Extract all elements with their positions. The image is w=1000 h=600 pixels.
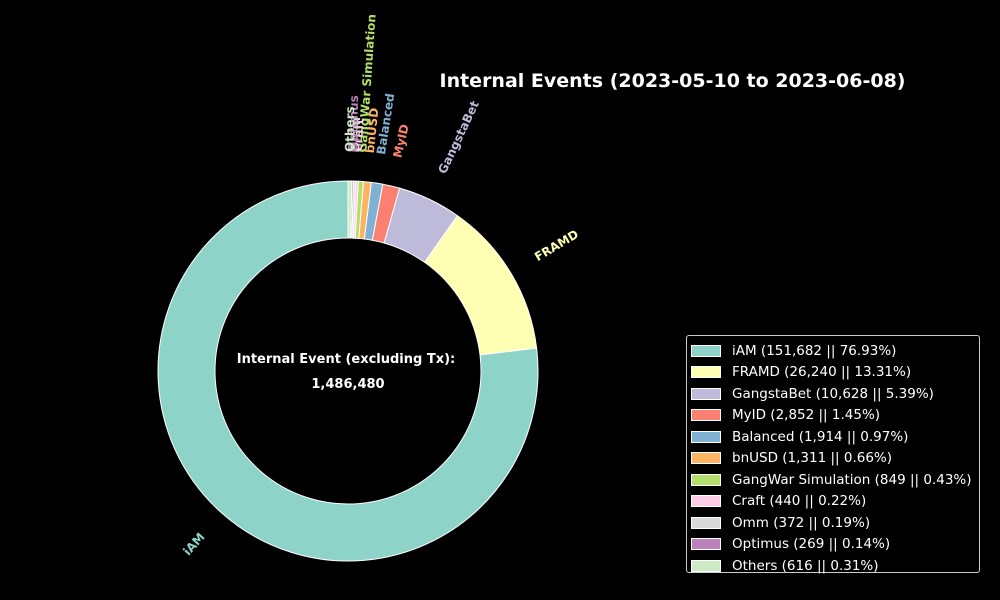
legend-item-balanced: Balanced (1,914 || 0.97%) (691, 426, 979, 448)
legend-swatch (691, 495, 721, 508)
legend-swatch (691, 366, 721, 379)
legend-swatch (691, 409, 721, 422)
legend-label: Omm (372 || 0.19%) (732, 514, 871, 531)
slice-label-gangstabet: GangstaBet (435, 98, 482, 176)
legend-swatch (691, 473, 721, 486)
chart-legend: iAM (151,682 || 76.93%) FRAMD (26,240 || … (686, 335, 980, 574)
legend-item-craft: Craft (440 || 0.22%) (691, 491, 979, 513)
legend-item-myid: MyID (2,852 || 1.45%) (691, 405, 979, 427)
legend-item-bnusd: bnUSD (1,311 || 0.66%) (691, 448, 979, 470)
legend-item-gangwar-simulation: GangWar Simulation (849 || 0.43%) (691, 469, 979, 491)
slice-label-myid: MyID (390, 123, 411, 160)
legend-label: Craft (440 || 0.22%) (732, 493, 867, 510)
donut-slices (157, 180, 539, 562)
legend-label: Balanced (1,914 || 0.97%) (732, 428, 909, 445)
slice-others (347, 180, 353, 239)
center-label-total: 1,486,480 (311, 377, 384, 392)
legend-label: iAM (151,682 || 76.93%) (732, 342, 897, 359)
legend-label: FRAMD (26,240 || 13.31%) (732, 364, 912, 381)
legend-swatch (691, 516, 721, 529)
slice-label-optimus: Optimus (346, 95, 361, 152)
legend-item-omm: Omm (372 || 0.19%) (691, 512, 979, 534)
legend-swatch (691, 344, 721, 357)
legend-swatch (691, 430, 721, 443)
legend-label: GangstaBet (10,628 || 5.39%) (732, 385, 934, 402)
slice-label-others: Others (343, 106, 357, 152)
slice-label-bnusd: bnUSD (363, 107, 382, 154)
legend-swatch (691, 559, 721, 572)
legend-item-iam: iAM (151,682 || 76.93%) (691, 340, 979, 362)
legend-label: Others (616 || 0.31%) (732, 557, 879, 574)
legend-item-framd: FRAMD (26,240 || 13.31%) (691, 362, 979, 384)
slice-label-iam: iAM (180, 530, 207, 558)
legend-label: MyID (2,852 || 1.45%) (732, 407, 881, 424)
legend-label: Optimus (269 || 0.14%) (732, 536, 891, 553)
center-label-title: Internal Event (excluding Tx): (237, 352, 456, 367)
slice-label-craft: Craft (351, 118, 367, 153)
slice-label-framd: FRAMD (532, 227, 581, 264)
slice-iam (157, 180, 539, 562)
legend-swatch (691, 538, 721, 551)
legend-item-gangstabet: GangstaBet (10,628 || 5.39%) (691, 383, 979, 405)
chart-title: Internal Events (2023-05-10 to 2023-06-0… (439, 70, 906, 92)
legend-swatch (691, 452, 721, 465)
legend-label: GangWar Simulation (849 || 0.43%) (732, 471, 972, 488)
legend-item-optimus: Optimus (269 || 0.14%) (691, 534, 979, 556)
legend-label: bnUSD (1,311 || 0.66%) (732, 450, 893, 467)
slice-label-omm: Omm (348, 117, 363, 153)
legend-item-others: Others (616 || 0.31%) (691, 555, 979, 577)
legend-swatch (691, 387, 721, 400)
